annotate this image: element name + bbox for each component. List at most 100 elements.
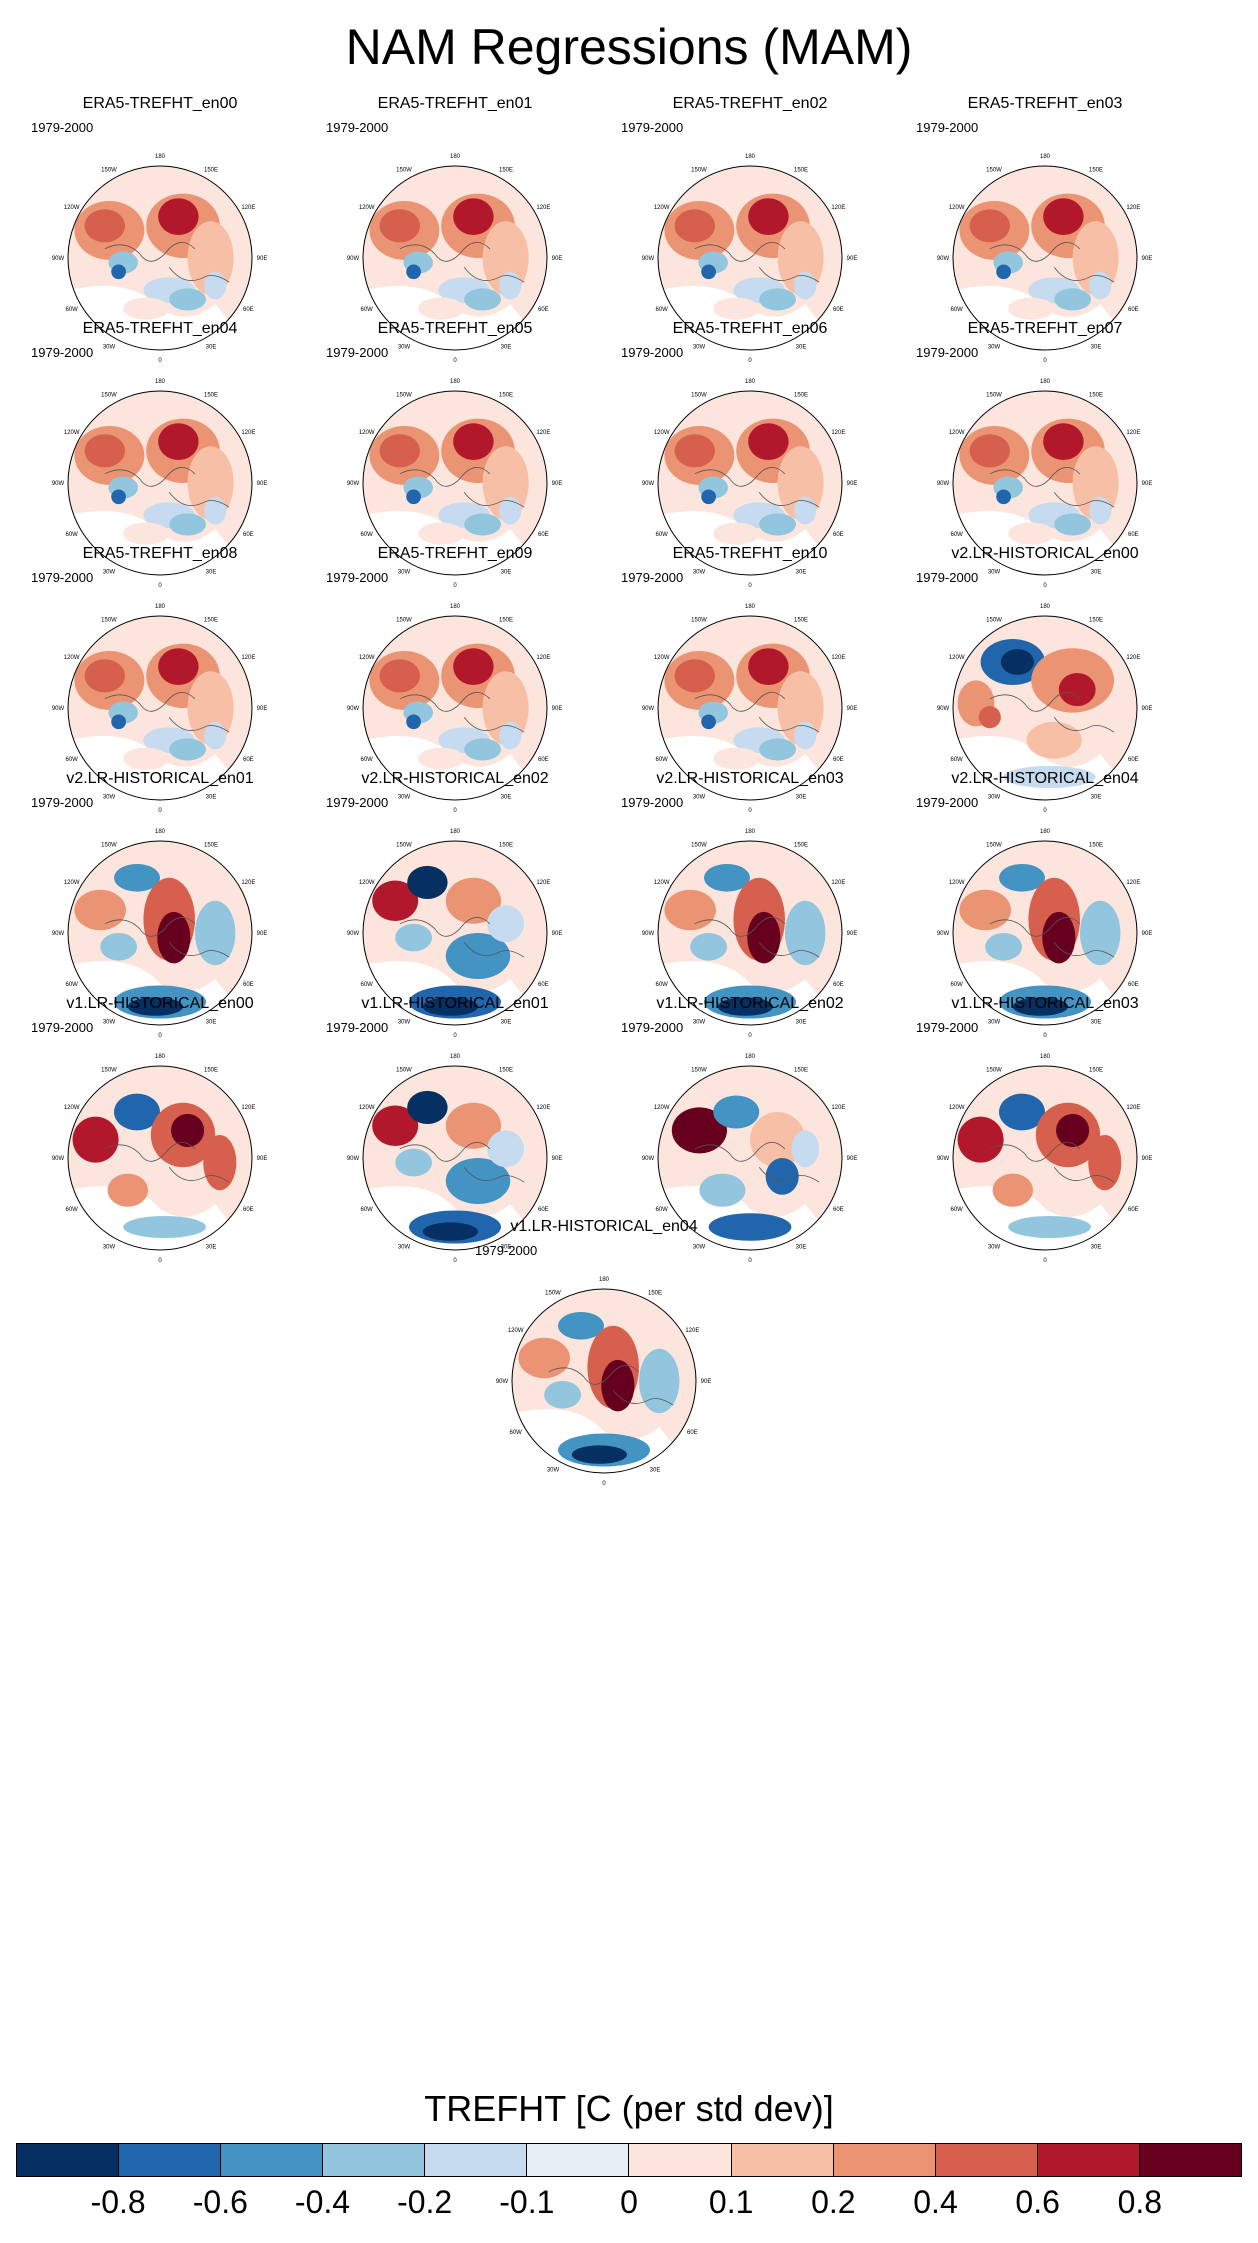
coastline xyxy=(104,917,230,958)
map-panel: v1.LR-HISTORICAL_en01 1979-2000 180 150E 120… xyxy=(310,995,600,1295)
anomaly-region xyxy=(969,434,1011,468)
colorbar-segment xyxy=(1139,2144,1241,2176)
longitude-label: 30E xyxy=(796,569,807,575)
longitude-label: 90E xyxy=(257,931,268,937)
panel-title: v2.LR-HISTORICAL_en02 xyxy=(361,770,549,787)
anomaly-region xyxy=(123,747,170,770)
longitude-label: 120E xyxy=(1126,655,1140,661)
longitude-label: 150E xyxy=(794,618,808,624)
anomaly-region xyxy=(204,496,227,525)
panel-title: ERA5-TREFHT_en08 xyxy=(82,545,238,562)
longitude-label: 0 xyxy=(1043,1033,1047,1039)
anomaly-region xyxy=(558,1312,604,1340)
panel-period: 1979-2000 xyxy=(326,120,389,135)
colorbar-tick-label: -0.8 xyxy=(90,2184,146,2220)
longitude-label: 60E xyxy=(538,532,549,538)
longitude-label: 120W xyxy=(64,1105,80,1111)
longitude-label: 30W xyxy=(547,1467,560,1473)
map-panel: ERA5-TREFHT_en05 1979-2000 180 150E 120E 90E 6… xyxy=(310,320,600,620)
longitude-label: 180 xyxy=(745,379,756,385)
colorbar-tick-label: 0.4 xyxy=(913,2184,958,2220)
longitude-label: 90E xyxy=(257,256,268,262)
anomaly-region xyxy=(1043,423,1084,460)
longitude-label: 30W xyxy=(693,344,706,350)
colorbar-tick-label: 0.2 xyxy=(811,2184,856,2220)
longitude-label: 150W xyxy=(101,168,117,174)
longitude-label: 150E xyxy=(648,1291,662,1297)
map-panel: ERA5-TREFHT_en08 1979-2000 180 150E 120E 90E 6… xyxy=(15,545,305,845)
anomaly-region xyxy=(759,513,796,536)
polar-map: 180 150E 120E 90E 60E 30E 0 30W 60W 90W 120W 150W xyxy=(937,379,1153,589)
longitude-label: 30E xyxy=(1091,344,1102,350)
longitude-label: 120W xyxy=(359,1105,375,1111)
longitude-label: 30W xyxy=(693,1244,706,1250)
longitude-label: 150E xyxy=(204,1068,218,1074)
coastline xyxy=(399,1142,525,1183)
anomaly-region xyxy=(690,933,727,961)
longitude-label: 30W xyxy=(398,1019,411,1025)
panel-title: ERA5-TREFHT_en05 xyxy=(377,320,533,337)
longitude-label: 60W xyxy=(950,982,963,988)
anomaly-region xyxy=(518,1337,570,1379)
longitude-label: 90W xyxy=(52,931,65,937)
longitude-label: 30E xyxy=(1091,794,1102,800)
anomaly-region xyxy=(171,1113,205,1147)
anomaly-region xyxy=(499,271,522,300)
longitude-label: 30E xyxy=(206,344,217,350)
anomaly-region xyxy=(1089,496,1112,525)
longitude-label: 90W xyxy=(642,706,655,712)
map-boundary xyxy=(657,390,843,576)
longitude-label: 120E xyxy=(241,1105,255,1111)
coastline xyxy=(399,467,525,508)
longitude-label: 90W xyxy=(937,1156,950,1162)
ocean-area xyxy=(658,286,842,350)
anomaly-region xyxy=(422,1222,478,1241)
anomaly-region xyxy=(638,1348,680,1414)
polar-map: 180 150E 120E 90E 60E 30E 0 30W 60W 90W 120W 150W xyxy=(52,604,268,814)
longitude-label: 0 xyxy=(748,808,752,814)
anomaly-region xyxy=(571,1445,627,1464)
coastline xyxy=(399,692,525,733)
anomaly-region xyxy=(158,198,199,235)
panel-period: 1979-2000 xyxy=(326,795,389,810)
longitude-label: 30E xyxy=(206,569,217,575)
longitude-label: 60W xyxy=(65,757,78,763)
longitude-label: 90W xyxy=(52,1156,65,1162)
panel-period: 1979-2000 xyxy=(31,1020,94,1035)
longitude-label: 150W xyxy=(396,618,412,624)
anomaly-region xyxy=(1089,271,1112,300)
anomaly-region xyxy=(100,933,137,961)
anomaly-region xyxy=(445,1158,511,1204)
anomaly-region xyxy=(784,900,826,966)
longitude-label: 120W xyxy=(654,880,670,886)
longitude-label: 120W xyxy=(359,655,375,661)
polar-map: 180 150E 120E 90E 60E 30E 0 30W 60W 90W 120W 150W xyxy=(347,154,563,364)
longitude-label: 180 xyxy=(1040,379,1051,385)
colorbar-segment xyxy=(323,2144,426,2176)
longitude-label: 90W xyxy=(347,931,360,937)
panel-period: 1979-2000 xyxy=(31,345,94,360)
polar-map: 180 150E 120E 90E 60E 30E 0 30W 60W 90W 120W 150W xyxy=(642,1054,858,1264)
longitude-label: 30W xyxy=(103,344,116,350)
map-boundary xyxy=(657,840,843,1026)
anomaly-region xyxy=(1000,649,1034,675)
longitude-label: 120E xyxy=(831,880,845,886)
map-panel: ERA5-TREFHT_en10 1979-2000 180 150E 120E 90E 6… xyxy=(605,545,895,845)
ocean-area xyxy=(363,736,547,800)
longitude-label: 90E xyxy=(552,706,563,712)
longitude-label: 60E xyxy=(243,757,254,763)
map-boundary xyxy=(67,840,253,1026)
polar-map: 180 150E 120E 90E 60E 30E 0 30W 60W 90W 120W 150W xyxy=(937,154,1153,364)
longitude-label: 60E xyxy=(1128,307,1139,313)
longitude-label: 120W xyxy=(359,205,375,211)
colorbar-segment xyxy=(221,2144,324,2176)
longitude-label: 90E xyxy=(257,706,268,712)
longitude-label: 150W xyxy=(396,843,412,849)
longitude-label: 30W xyxy=(398,1244,411,1250)
colorbar-tick-label: -0.2 xyxy=(397,2184,453,2220)
anomaly-region xyxy=(750,1112,806,1168)
longitude-label: 180 xyxy=(1040,604,1051,610)
longitude-label: 0 xyxy=(748,583,752,589)
map-boundary xyxy=(511,1288,697,1474)
anomaly-region xyxy=(422,997,478,1016)
